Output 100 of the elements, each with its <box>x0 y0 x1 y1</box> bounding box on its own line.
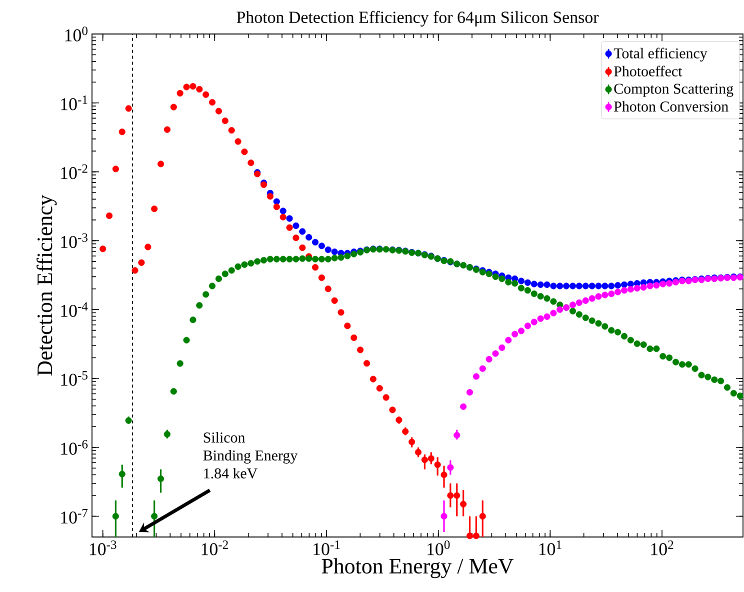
point <box>286 224 293 231</box>
point <box>402 428 409 435</box>
point <box>170 104 177 110</box>
point <box>582 297 589 304</box>
point <box>190 83 196 90</box>
point <box>634 284 640 292</box>
point <box>440 472 448 478</box>
point <box>447 492 454 499</box>
point <box>472 373 480 380</box>
point <box>164 126 170 133</box>
point <box>421 456 428 464</box>
point <box>524 322 531 330</box>
point <box>138 259 145 266</box>
point <box>112 166 119 172</box>
point <box>602 292 608 298</box>
point <box>620 287 628 294</box>
point <box>660 280 666 288</box>
point <box>492 350 499 357</box>
point <box>312 264 319 271</box>
point <box>627 286 634 293</box>
point <box>125 105 132 112</box>
x-tick-label: 10$^{0}$ <box>428 540 450 556</box>
point <box>428 455 434 462</box>
y-tick-label: 10$^{-1}$ <box>61 96 88 110</box>
point <box>440 512 448 520</box>
legend-label: Photoeffect <box>614 66 682 76</box>
legend-label: Total efficiency <box>614 48 708 62</box>
y-tick-label: 10$^{-2}$ <box>61 164 88 180</box>
point <box>550 310 557 316</box>
point <box>472 532 480 540</box>
point <box>357 346 364 354</box>
point <box>518 328 525 334</box>
point <box>292 234 300 242</box>
point <box>132 267 138 274</box>
legend-label: Photon Conversion <box>614 101 728 112</box>
point <box>447 464 454 471</box>
point <box>376 385 383 392</box>
y-tick-label: 10$^{-4}$ <box>61 302 88 317</box>
y-axis-title: Detection Efficiency <box>36 194 57 376</box>
point <box>151 206 158 212</box>
point <box>530 318 538 326</box>
point <box>498 344 506 351</box>
point <box>248 160 254 166</box>
point <box>350 334 358 342</box>
x-tick-label: 10$^{-2}$ <box>202 540 228 556</box>
y-tick-label: 10$^{-6}$ <box>61 440 88 455</box>
point <box>653 282 660 289</box>
point <box>344 322 351 330</box>
point <box>512 330 518 338</box>
x-tick-label: 10$^{-3}$ <box>90 540 116 556</box>
point <box>202 91 210 98</box>
point <box>454 432 460 439</box>
y-tick-label: 10$^{-3}$ <box>61 233 88 248</box>
point <box>537 315 544 322</box>
point <box>144 244 152 250</box>
point <box>614 288 622 296</box>
point <box>331 297 338 304</box>
point <box>273 204 280 210</box>
x-tick-label: 10$^{-1}$ <box>314 540 340 556</box>
point <box>479 512 486 520</box>
point <box>454 492 460 499</box>
point <box>118 128 126 136</box>
point <box>241 148 248 156</box>
point <box>389 406 396 414</box>
point <box>228 127 235 134</box>
point <box>382 394 390 401</box>
point <box>486 356 492 363</box>
point <box>234 138 242 145</box>
point <box>157 160 164 168</box>
point <box>646 282 654 290</box>
point <box>588 295 596 302</box>
point <box>183 84 190 90</box>
x-tick-label: 10$^{2}$ <box>651 540 674 556</box>
point <box>176 90 184 97</box>
point <box>318 274 325 282</box>
point <box>460 403 467 410</box>
point <box>280 214 286 220</box>
point <box>466 532 474 540</box>
point <box>479 365 486 372</box>
point <box>266 193 274 200</box>
point <box>396 416 402 424</box>
point <box>595 293 602 300</box>
point <box>556 306 564 313</box>
point <box>106 212 113 220</box>
point <box>408 438 416 446</box>
y-tick-label: 10$^{0}$ <box>65 26 88 42</box>
point <box>576 299 582 306</box>
point <box>505 336 512 344</box>
point <box>196 86 203 92</box>
point <box>215 108 222 114</box>
y-tick-label: 10$^{-7}$ <box>61 508 88 524</box>
legend-label: Compton Scattering <box>614 84 734 97</box>
point <box>460 500 467 508</box>
y-tick-label: 10$^{-5}$ <box>61 371 88 386</box>
point <box>299 244 306 252</box>
point <box>100 246 106 252</box>
point <box>544 313 550 320</box>
point <box>434 461 441 468</box>
point <box>324 286 332 292</box>
point <box>208 99 216 106</box>
